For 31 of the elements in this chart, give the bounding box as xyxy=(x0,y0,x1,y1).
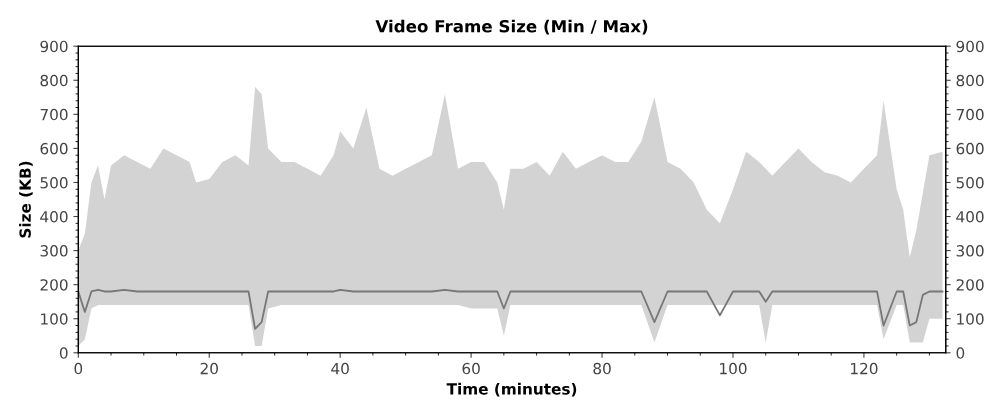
y2-tick-label: 300 xyxy=(956,245,984,257)
line-series xyxy=(78,288,944,330)
chart-title: Video Frame Size (Min / Max) xyxy=(375,19,648,35)
y-tick-label: 700 xyxy=(40,108,68,121)
y-axis-title: Size (KB) xyxy=(19,161,33,238)
y2-tick-label: 100 xyxy=(957,313,984,325)
y2-tick-label: 500 xyxy=(956,176,984,189)
y-tick-label: 500 xyxy=(40,176,68,189)
x-tick-label: 60 xyxy=(462,362,480,375)
y-tick-label: 800 xyxy=(40,74,68,87)
y-tick-label: 400 xyxy=(40,211,68,223)
y2-tick-label: 0 xyxy=(956,347,965,359)
y-tick-label: 200 xyxy=(40,279,68,291)
x-tick-label: 100 xyxy=(720,362,747,375)
x-tick-label: 0 xyxy=(74,362,83,375)
y2-tick-label: 900 xyxy=(956,40,984,53)
y2-tick-label: 400 xyxy=(956,211,984,223)
x-axis-title: Time (minutes) xyxy=(446,382,577,397)
y2-tick-label: 800 xyxy=(956,74,984,87)
y-tick-label: 100 xyxy=(41,313,68,325)
x-tick-label: 80 xyxy=(593,362,611,375)
y-tick-label: 600 xyxy=(40,142,68,155)
y-tick-label: 0 xyxy=(59,347,68,359)
y-tick-label: 900 xyxy=(40,40,68,53)
x-tick-label: 20 xyxy=(200,362,218,375)
y2-tick-label: 700 xyxy=(956,108,984,121)
x-tick-label: 40 xyxy=(331,362,349,375)
x-tick-label: 120 xyxy=(851,362,878,375)
y2-tick-label: 200 xyxy=(956,279,984,291)
y2-tick-label: 600 xyxy=(956,142,984,155)
y-tick-label: 300 xyxy=(40,245,68,257)
